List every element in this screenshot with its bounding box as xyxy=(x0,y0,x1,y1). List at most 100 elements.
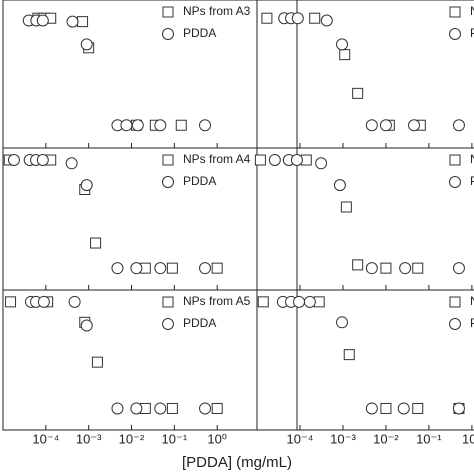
circle-marker xyxy=(80,38,93,51)
legend-marker xyxy=(162,176,174,188)
circle-marker xyxy=(268,154,281,167)
x-tick-label: 10⁻³ xyxy=(76,431,102,446)
panel-frame xyxy=(256,147,474,291)
legend-marker xyxy=(449,28,461,40)
legend-label: PDDA xyxy=(470,316,474,330)
legend-marker xyxy=(162,28,174,40)
x-tick-label: 10⁻³ xyxy=(330,431,356,446)
legend-label: NPs from A5 xyxy=(183,294,251,308)
x-tick-label: 10⁰ xyxy=(462,431,474,446)
circle-marker xyxy=(36,154,49,167)
circle-marker xyxy=(290,154,303,167)
square-marker xyxy=(166,262,178,274)
circle-marker xyxy=(131,119,144,132)
legend-marker xyxy=(162,154,174,166)
panel-frame xyxy=(2,289,298,431)
square-marker xyxy=(352,259,364,271)
square-marker xyxy=(90,237,102,249)
square-marker xyxy=(166,402,178,414)
legend-label: PDDA xyxy=(470,174,474,188)
legend-label: NPs fro xyxy=(470,4,474,18)
square-marker xyxy=(412,402,424,414)
square-marker xyxy=(211,402,223,414)
circle-marker xyxy=(7,154,20,167)
circle-marker xyxy=(333,179,346,192)
square-marker xyxy=(91,356,103,368)
x-tick-label: 10⁰ xyxy=(207,431,227,446)
circle-marker xyxy=(154,262,167,275)
circle-marker xyxy=(397,402,410,415)
legend-marker xyxy=(162,296,174,308)
circle-marker xyxy=(68,295,81,308)
legend-label: NPs fro xyxy=(470,294,474,308)
circle-marker xyxy=(154,402,167,415)
legend-marker xyxy=(449,6,461,18)
circle-marker xyxy=(154,119,167,132)
square-marker xyxy=(309,12,321,24)
circle-marker xyxy=(199,402,212,415)
circle-marker xyxy=(399,262,412,275)
x-tick-label: 10⁻² xyxy=(373,431,399,446)
square-marker xyxy=(343,349,355,361)
circle-marker xyxy=(365,402,378,415)
x-axis-label: [PDDA] (mg/mL) xyxy=(182,454,292,471)
square-marker xyxy=(412,262,424,274)
circle-marker xyxy=(365,119,378,132)
circle-marker xyxy=(320,14,333,27)
circle-marker xyxy=(315,157,328,170)
circle-marker xyxy=(120,119,133,132)
square-marker xyxy=(352,87,364,99)
circle-marker xyxy=(293,295,306,308)
square-marker xyxy=(261,12,273,24)
legend-label: PDDA xyxy=(470,26,474,40)
circle-marker xyxy=(335,38,348,51)
legend-marker xyxy=(449,296,461,308)
square-marker xyxy=(380,262,392,274)
x-tick-label: 10⁻² xyxy=(119,431,145,446)
circle-marker xyxy=(36,14,49,27)
circle-marker xyxy=(199,262,212,275)
square-marker xyxy=(77,16,89,28)
square-marker xyxy=(380,402,392,414)
circle-marker xyxy=(379,119,392,132)
square-marker xyxy=(211,262,223,274)
circle-marker xyxy=(80,179,93,192)
circle-marker xyxy=(199,119,212,132)
circle-marker xyxy=(452,119,465,132)
x-tick-label: 10⁻⁴ xyxy=(32,431,59,446)
circle-marker xyxy=(452,262,465,275)
panel-frame xyxy=(256,289,474,431)
circle-marker xyxy=(111,402,124,415)
legend-label: PDDA xyxy=(183,316,216,330)
circle-marker xyxy=(111,262,124,275)
x-tick-label: 10⁻¹ xyxy=(162,431,188,446)
legend-marker xyxy=(449,318,461,330)
legend-marker xyxy=(162,6,174,18)
circle-marker xyxy=(408,119,421,132)
circle-marker xyxy=(130,262,143,275)
circle-marker xyxy=(303,295,316,308)
legend-label: NPs from A3 xyxy=(183,4,251,18)
circle-marker xyxy=(452,402,465,415)
legend-marker xyxy=(449,154,461,166)
legend-label: NPs from A4 xyxy=(183,152,251,166)
square-marker xyxy=(340,201,352,213)
legend-label: PDDA xyxy=(183,26,216,40)
square-marker xyxy=(175,119,187,131)
legend-marker xyxy=(162,318,174,330)
x-tick-label: 10⁻⁴ xyxy=(287,431,314,446)
circle-marker xyxy=(335,316,348,329)
circle-marker xyxy=(65,157,78,170)
circle-marker xyxy=(291,12,304,25)
x-tick-label: 10⁻¹ xyxy=(416,431,442,446)
legend-label: NPs fr xyxy=(470,152,474,166)
legend-marker xyxy=(449,176,461,188)
square-marker xyxy=(254,154,266,166)
square-marker xyxy=(5,296,17,308)
circle-marker xyxy=(130,402,143,415)
circle-marker xyxy=(66,15,79,28)
circle-marker xyxy=(80,319,93,332)
square-marker xyxy=(257,296,269,308)
circle-marker xyxy=(37,295,50,308)
